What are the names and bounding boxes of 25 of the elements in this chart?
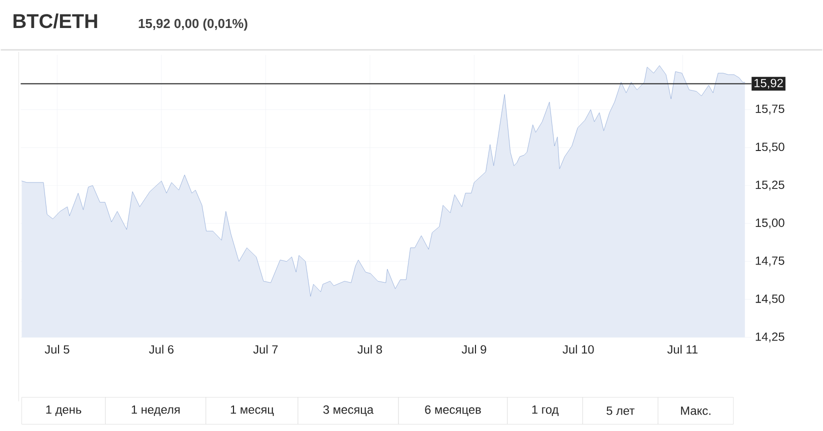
- chart-subtitle: 15,92 0,00 (0,01%): [138, 18, 248, 31]
- text: 5 лет: [606, 406, 635, 415]
- y-tick-label: 15,25: [756, 180, 784, 190]
- x-tick-label: Jul 11: [667, 344, 698, 354]
- y-tick-label: 15,00: [756, 218, 784, 228]
- y-tick-label: 14,75: [756, 256, 784, 266]
- x-tick-label: Jul 5: [44, 344, 70, 354]
- ref-line-label: 15,92: [754, 78, 783, 89]
- chart-title: BTC/ETH: [14, 13, 98, 28]
- x-tick-label: Jul 6: [149, 344, 174, 354]
- text: 6 месяцев: [425, 405, 481, 416]
- y-tick-label: 14,25: [756, 332, 784, 342]
- text: Макс.: [681, 406, 710, 415]
- text: 3 месяца: [323, 405, 374, 416]
- text: 1 день: [46, 405, 82, 416]
- x-tick-label: Jul 10: [562, 344, 594, 354]
- text: 1 год: [532, 405, 559, 416]
- text: 1 неделя: [132, 405, 180, 416]
- x-tick-label: Jul 8: [358, 344, 382, 354]
- x-tick-label: Jul 9: [462, 344, 486, 354]
- y-tick-label: 15,50: [756, 142, 784, 152]
- x-tick-label: Jul 7: [253, 344, 278, 354]
- y-tick-label: 15,75: [756, 104, 784, 114]
- text: 1 месяц: [230, 405, 274, 416]
- y-tick-label: 14,50: [756, 294, 784, 304]
